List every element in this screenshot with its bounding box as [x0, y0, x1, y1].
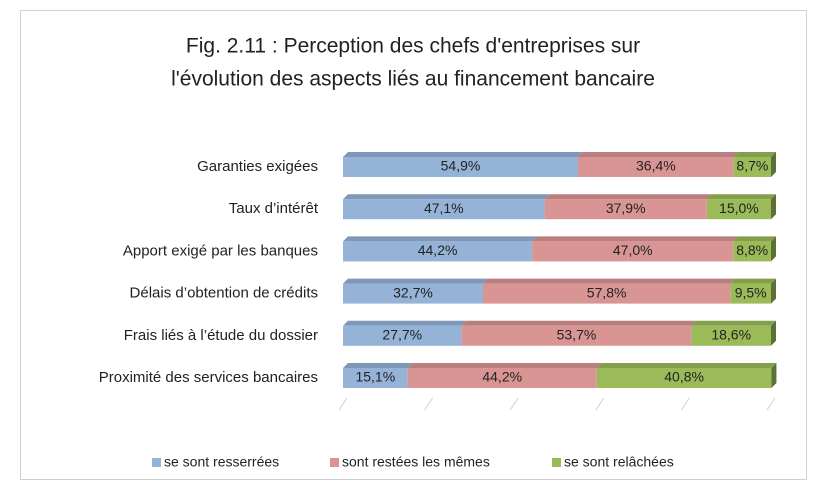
legend-swatch — [152, 458, 161, 467]
bar-top — [577, 152, 739, 157]
bar — [343, 283, 483, 304]
bar-side — [771, 363, 777, 388]
value-label: 8,8% — [736, 242, 768, 258]
bar-top — [532, 236, 739, 242]
bar-side — [771, 320, 776, 346]
bar-side — [771, 194, 776, 220]
bar-top — [343, 278, 488, 284]
bar-side — [771, 152, 776, 177]
value-label: 8,7% — [736, 158, 768, 174]
category-label: Délais d’obtention de crédits — [130, 285, 318, 302]
bar-side — [771, 278, 776, 304]
bar — [532, 241, 734, 262]
bar-top — [596, 363, 777, 368]
bar-top — [461, 320, 697, 326]
value-label: 54,9% — [441, 158, 481, 174]
bar-top — [733, 236, 776, 242]
value-label: 57,8% — [587, 284, 627, 300]
bar-top — [343, 363, 413, 368]
bar — [733, 241, 771, 262]
bar-top — [343, 236, 538, 242]
legend-swatch — [330, 458, 339, 467]
category-label: Taux d’intérêt — [229, 200, 319, 217]
value-label: 9,5% — [735, 284, 767, 300]
bar-top — [706, 194, 776, 200]
bar — [461, 325, 692, 346]
value-label: 15,0% — [719, 200, 759, 216]
value-label: 40,8% — [664, 369, 704, 385]
legend-swatch — [552, 458, 561, 467]
chart-title: Fig. 2.11 : Perception des chefs d'entre… — [186, 35, 640, 58]
legend-label: se sont relâchées — [564, 454, 674, 470]
bar — [343, 325, 462, 346]
bar — [407, 368, 597, 388]
grid-line — [595, 397, 605, 411]
chart-title: l'évolution des aspects liés au financem… — [171, 68, 655, 91]
bar — [343, 368, 408, 388]
category-label: Garanties exigées — [197, 158, 318, 175]
grid-line — [509, 397, 519, 411]
value-label: 44,2% — [482, 369, 522, 385]
bar — [577, 157, 734, 177]
category-label: Frais liés à l’étude du dossier — [124, 327, 318, 344]
value-label: 27,7% — [382, 327, 422, 343]
legend-label: sont restées les mêmes — [342, 454, 490, 470]
grid-line — [766, 397, 776, 411]
grid-line — [680, 397, 690, 411]
bar-top — [343, 320, 467, 326]
bar-top — [691, 320, 776, 326]
value-label: 53,7% — [557, 327, 597, 343]
bar — [343, 199, 545, 220]
bar — [482, 283, 731, 304]
bar-top — [733, 152, 776, 157]
bar — [691, 325, 771, 346]
value-label: 47,1% — [424, 200, 464, 216]
bar-side — [771, 236, 776, 262]
value-label: 18,6% — [711, 327, 751, 343]
bar — [343, 241, 533, 262]
bar-top — [343, 152, 583, 157]
category-label: Apport exigé par les banques — [123, 242, 318, 259]
value-label: 36,4% — [636, 158, 676, 174]
bar — [733, 157, 771, 177]
bar — [596, 368, 772, 388]
bar — [730, 283, 771, 304]
value-label: 47,0% — [613, 242, 653, 258]
bar — [706, 199, 771, 220]
grid-line — [338, 397, 348, 411]
value-label: 44,2% — [418, 242, 458, 258]
bar-top — [343, 194, 550, 200]
bar — [343, 157, 578, 177]
grid-line — [424, 397, 434, 411]
value-label: 15,1% — [355, 369, 395, 385]
bar-top — [730, 278, 776, 284]
bar — [544, 199, 707, 220]
bar-top — [544, 194, 712, 200]
bar-top — [407, 363, 602, 368]
bar-top — [482, 278, 736, 284]
legend-label: se sont resserrées — [164, 454, 279, 470]
value-label: 32,7% — [393, 284, 433, 300]
category-label: Proximité des services bancaires — [99, 369, 318, 386]
value-label: 37,9% — [606, 200, 646, 216]
